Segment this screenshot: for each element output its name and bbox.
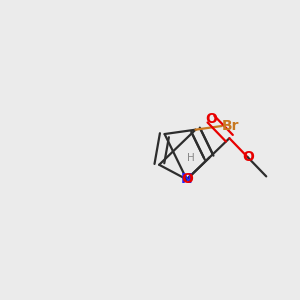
Text: O: O bbox=[205, 112, 217, 126]
Text: O: O bbox=[181, 172, 193, 186]
Text: Br: Br bbox=[222, 119, 239, 133]
Text: H: H bbox=[187, 153, 194, 163]
Text: N: N bbox=[181, 172, 193, 186]
Text: O: O bbox=[242, 150, 254, 164]
